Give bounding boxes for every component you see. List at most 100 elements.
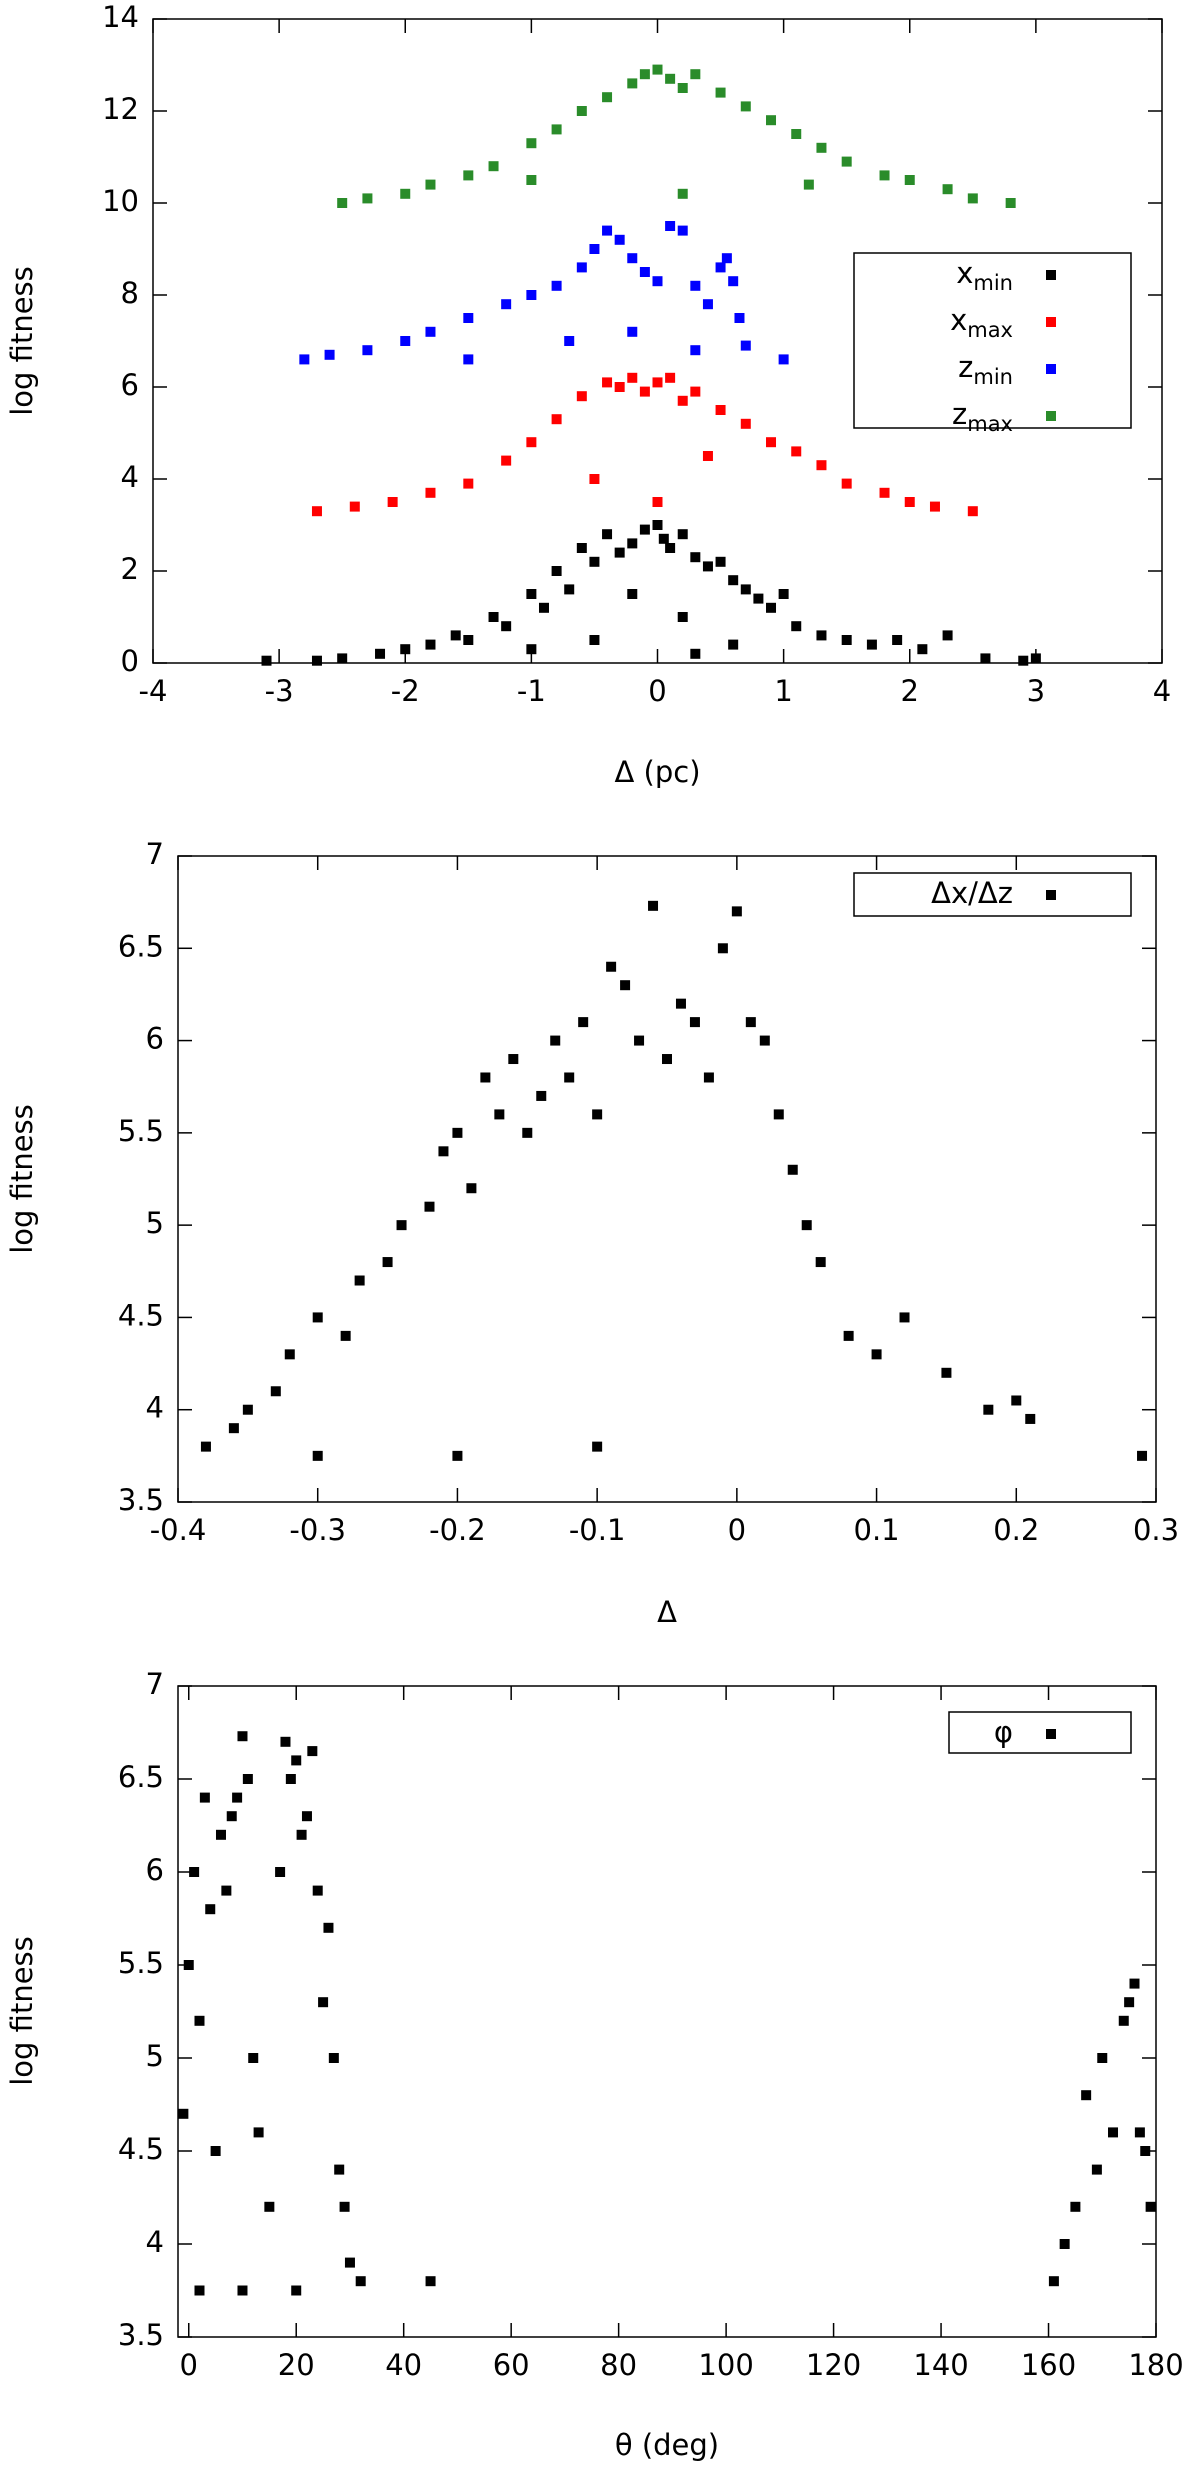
point — [614, 234, 625, 245]
point — [690, 648, 701, 659]
point — [307, 1746, 318, 1757]
point — [690, 552, 701, 563]
point — [759, 1035, 770, 1046]
point — [602, 225, 613, 236]
y-axis-label: log fitness — [5, 1104, 39, 1254]
point — [690, 386, 701, 397]
point — [1018, 655, 1029, 666]
point — [337, 198, 348, 208]
point — [194, 2015, 205, 2026]
point — [536, 1090, 547, 1101]
point — [652, 64, 663, 75]
point — [340, 1330, 351, 1341]
x-tick-label: -0.1 — [569, 1513, 626, 1547]
point — [538, 602, 549, 613]
point — [1025, 1413, 1036, 1424]
x-tick-label: 180 — [1128, 2348, 1183, 2382]
point — [929, 501, 940, 512]
x-tick-label: -3 — [265, 674, 294, 708]
legend-box — [853, 872, 1132, 917]
point — [312, 1450, 323, 1461]
point — [589, 244, 600, 254]
point — [526, 290, 537, 300]
x-tick-label: 20 — [278, 2348, 315, 2382]
point — [841, 156, 852, 167]
y-tick-label: 7 — [146, 837, 164, 871]
y-tick-label: 5 — [146, 2039, 164, 2073]
point — [1137, 1450, 1148, 1461]
legend-box — [948, 1711, 1132, 1754]
x-tick-label: 120 — [806, 2348, 861, 2382]
point — [917, 644, 928, 655]
point — [526, 589, 537, 599]
y-tick-label: 3.5 — [118, 1483, 164, 1517]
point — [349, 501, 360, 512]
point — [551, 124, 562, 135]
x-tick-label: -4 — [139, 674, 168, 708]
y-tick-label: 4 — [146, 1391, 164, 1425]
point — [690, 280, 701, 291]
point — [178, 2108, 189, 2119]
x-tick-label: 0.3 — [1133, 1513, 1179, 1547]
y-tick-label: 14 — [102, 0, 139, 34]
point — [339, 2201, 350, 2212]
point — [721, 253, 732, 264]
point — [189, 1867, 200, 1877]
y-tick-label: 7 — [146, 1667, 164, 1701]
x-tick-label: -1 — [517, 674, 546, 708]
point — [627, 253, 638, 264]
point — [311, 655, 322, 666]
point — [614, 547, 625, 558]
point — [803, 179, 814, 190]
point — [627, 589, 638, 599]
point — [253, 2127, 264, 2138]
legend-marker — [1046, 1729, 1056, 1739]
point — [488, 161, 499, 172]
y-tick-label: 2 — [121, 552, 139, 586]
point — [879, 170, 890, 181]
point — [665, 221, 676, 231]
point — [551, 566, 562, 576]
point — [677, 612, 688, 622]
x-axis-label: Δ (pc) — [614, 755, 700, 789]
point — [1134, 2127, 1145, 2138]
point — [205, 1904, 216, 1915]
point — [620, 980, 631, 991]
point — [841, 635, 852, 645]
point — [311, 506, 322, 517]
point — [665, 73, 676, 84]
point — [740, 101, 751, 112]
point — [1118, 2015, 1129, 2026]
legend-label: zmin — [958, 350, 1013, 389]
point — [237, 2285, 248, 2296]
point — [690, 69, 701, 80]
point — [438, 1146, 449, 1157]
point — [312, 1312, 323, 1323]
point — [634, 1035, 645, 1046]
x-axis-label: Δ — [657, 1595, 677, 1629]
point — [194, 2285, 205, 2296]
point — [703, 1072, 714, 1083]
point — [1108, 2127, 1119, 2138]
point — [284, 1349, 295, 1360]
point — [652, 520, 663, 530]
point — [1081, 2090, 1092, 2101]
point — [550, 1035, 561, 1046]
x-tick-label: -0.4 — [150, 1513, 207, 1547]
point — [450, 630, 461, 641]
point — [899, 1312, 910, 1323]
point — [312, 1885, 323, 1896]
point — [967, 506, 978, 517]
point — [745, 1017, 756, 1028]
x-axis-label: θ (deg) — [615, 2428, 719, 2462]
x-tick-label: 140 — [913, 2348, 968, 2382]
point — [627, 78, 638, 89]
point — [242, 1404, 253, 1415]
y-tick-label: 5.5 — [118, 1114, 164, 1148]
point — [248, 2053, 259, 2063]
point — [740, 418, 751, 429]
point — [425, 326, 436, 337]
point — [791, 446, 802, 457]
point — [564, 336, 575, 346]
